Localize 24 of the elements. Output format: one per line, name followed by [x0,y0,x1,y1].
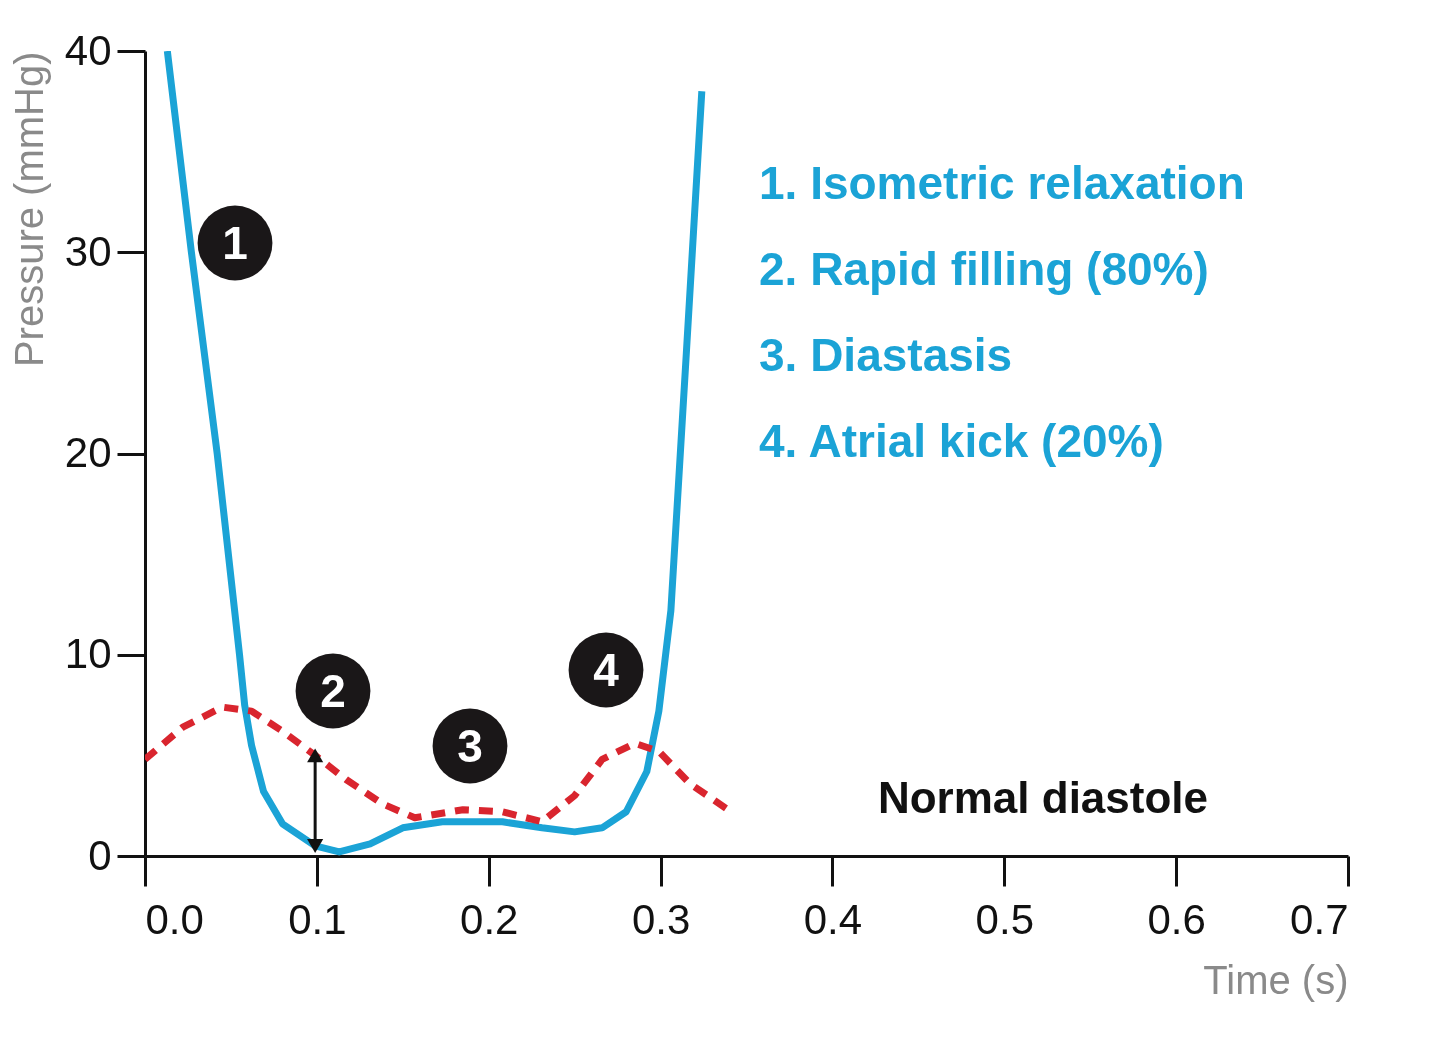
y-tick-label: 30 [64,227,112,275]
annotation: Normal diastole [877,773,1209,822]
x-axis-title: Time (s) [1203,957,1349,1002]
annotation: 1 [222,217,248,269]
annotation: 1. Isometric relaxation [759,157,1245,209]
x-tick-label: 0.7 [1290,895,1349,943]
x-tick-label: 0.0 [145,895,204,943]
y-tick-label: 40 [64,26,112,74]
y-axis-title: Pressure (mmHg) [6,51,51,368]
y-tick-label: 0 [88,831,112,879]
annotation: 2 [320,665,346,717]
annotation: 3. Diastasis [759,329,1013,381]
x-tick-label: 0.3 [631,895,691,943]
annotation: 4. Atrial kick (20%) [759,415,1164,467]
annotation: 3 [457,720,483,772]
annotation: 4 [593,644,620,696]
x-tick-label: 0.6 [1147,895,1206,943]
x-tick-label: 0.4 [803,895,863,943]
x-tick-label: 0.1 [288,895,347,943]
x-tick-label: 0.2 [460,895,519,943]
y-tick-label: 10 [64,630,112,678]
annotation: 2. Rapid filling (80%) [759,243,1209,295]
y-tick-label: 20 [64,429,112,476]
x-tick-label: 0.5 [975,895,1034,943]
